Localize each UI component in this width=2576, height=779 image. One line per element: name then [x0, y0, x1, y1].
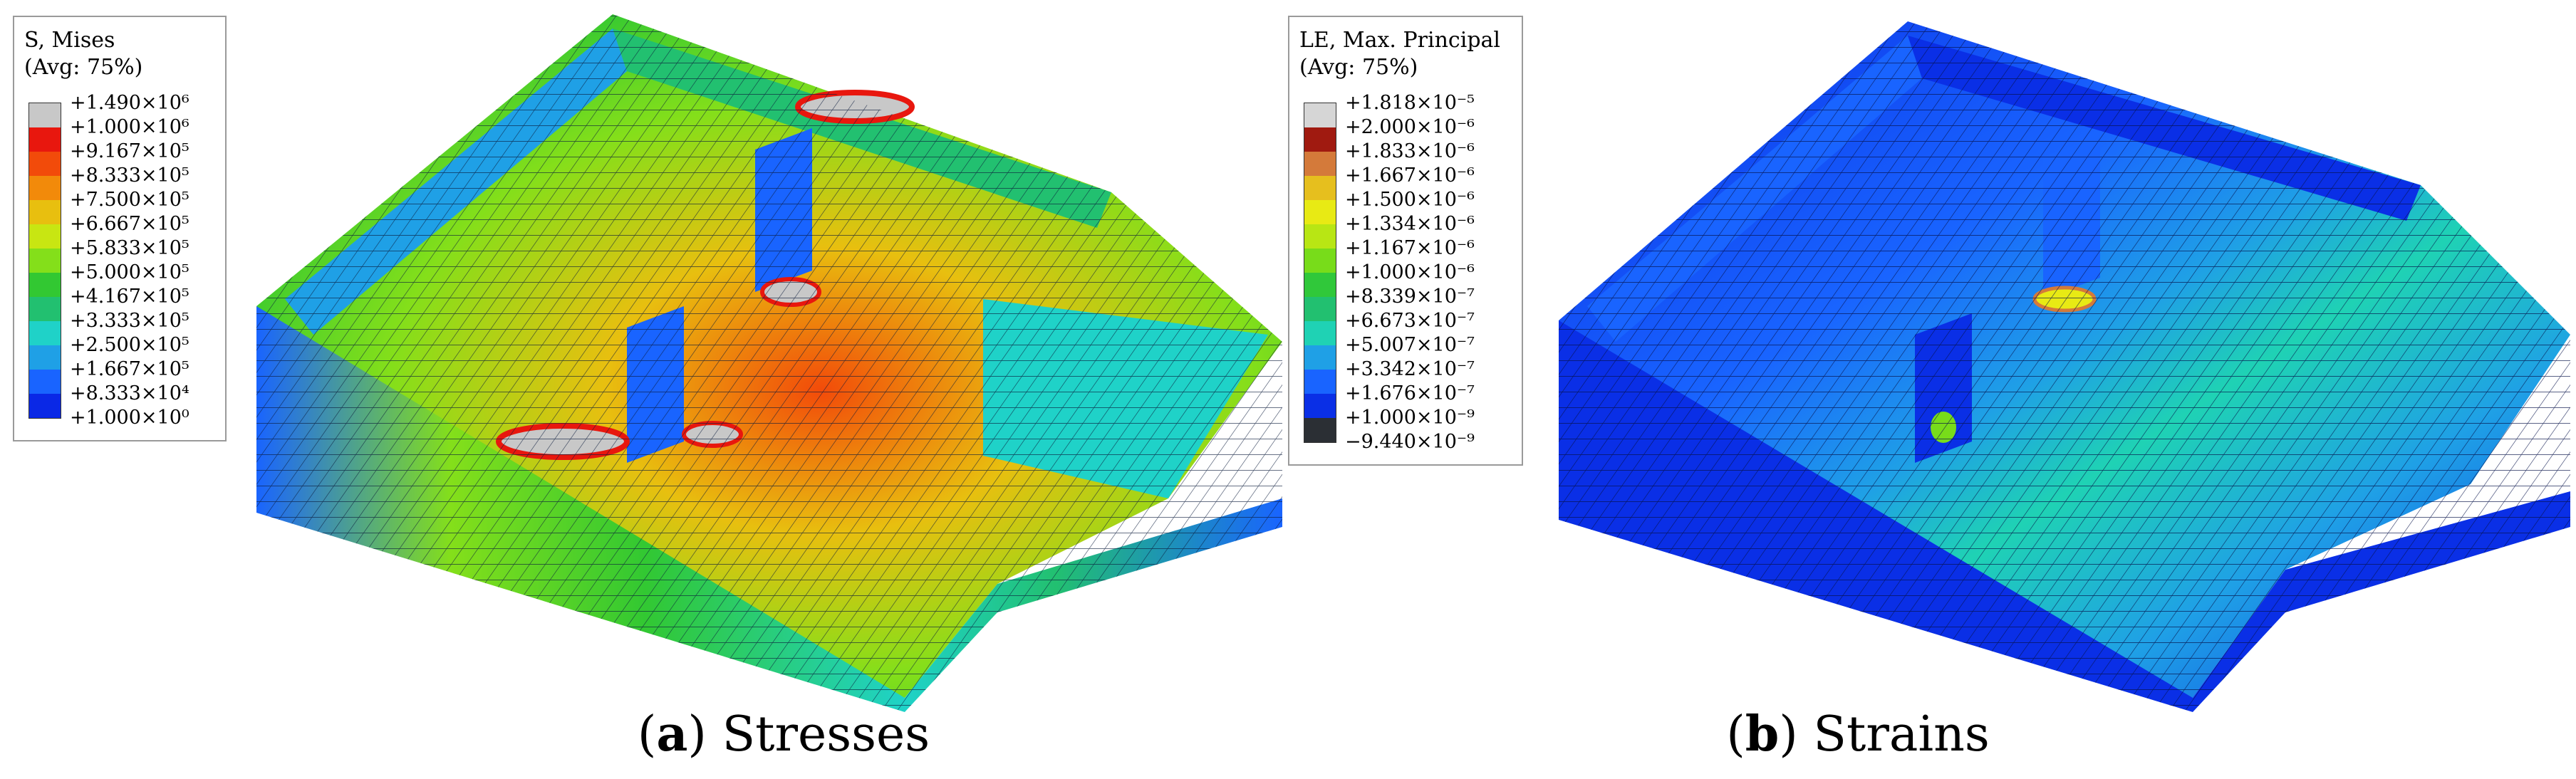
legend-swatch [1304, 394, 1336, 418]
legend-tick-label: +6.673×10⁻⁷ [1345, 310, 1475, 332]
legend-title: LE, Max. Principal [1299, 28, 1501, 53]
legend-swatch [1304, 127, 1336, 152]
legend-tick-label: +1.334×10⁻⁶ [1345, 213, 1475, 235]
legend-swatch [29, 200, 61, 224]
strain-contour-model [1559, 21, 2570, 712]
legend-swatch [1304, 273, 1336, 297]
legend-swatch [29, 321, 61, 345]
legend-color-bar [1304, 103, 1336, 443]
legend-swatch [29, 394, 61, 418]
legend-tick-label: +1.667×10⁵ [70, 358, 189, 380]
legend-tick-label: +1.667×10⁻⁶ [1345, 164, 1475, 187]
legend-tick-label: +1.167×10⁻⁶ [1345, 237, 1475, 259]
legend-swatch [29, 345, 61, 370]
legend-tick-label: +3.342×10⁻⁷ [1345, 358, 1475, 380]
legend-tick-label: +1.000×10⁻⁹ [1345, 407, 1475, 429]
legend-color-bar [28, 103, 61, 419]
legend-swatch [1304, 224, 1336, 249]
legend-title: S, Mises [24, 28, 115, 53]
panel-stresses: S, Mises (Avg: 75%) +1.490×10⁶ +1.000×10⁶… [13, 14, 1282, 763]
strain-legend: LE, Max. Principal (Avg: 75%) +1.818×10⁻… [1288, 16, 1523, 466]
legend-swatch [1304, 345, 1336, 370]
stress-contour-model [256, 14, 1282, 712]
legend-tick-label: +8.339×10⁻⁷ [1345, 286, 1475, 308]
legend-tick-label: +1.000×10⁻⁶ [1345, 261, 1475, 283]
legend-tick-label: −9.440×10⁻⁹ [1345, 431, 1475, 453]
legend-ticks: +1.490×10⁶ +1.000×10⁶ +9.167×10⁵ +8.333×10⁵… [70, 91, 212, 430]
legend-tick-label: +7.500×10⁵ [70, 189, 189, 211]
legend-tick-label: +6.667×10⁵ [70, 213, 189, 235]
legend-tick-label: +1.490×10⁶ [70, 92, 189, 114]
legend-swatch [1304, 418, 1336, 442]
legend-tick-label: +1.000×10⁰ [70, 407, 189, 429]
legend-swatch [1304, 321, 1336, 345]
legend-avg: (Avg: 75%) [1299, 55, 1418, 80]
legend-tick-label: +5.007×10⁻⁷ [1345, 334, 1475, 356]
legend-tick-label: +1.818×10⁻⁵ [1345, 92, 1475, 114]
stress-legend: S, Mises (Avg: 75%) +1.490×10⁶ +1.000×10⁶… [13, 16, 227, 441]
legend-swatch [29, 152, 61, 176]
legend-swatch [1304, 152, 1336, 176]
legend-swatch [29, 176, 61, 200]
legend-swatch [1304, 297, 1336, 321]
panel-strains: LE, Max. Principal (Avg: 75%) +1.818×10⁻… [1288, 0, 2576, 779]
legend-swatch [1304, 103, 1336, 127]
legend-tick-label: +1.676×10⁻⁷ [1345, 382, 1475, 404]
legend-swatch [1304, 249, 1336, 273]
legend-swatch [29, 224, 61, 249]
legend-tick-label: +8.333×10⁴ [70, 382, 189, 404]
legend-swatch [29, 273, 61, 297]
legend-swatch [1304, 370, 1336, 394]
legend-swatch [29, 249, 61, 273]
caption-strains: (b) Strains [1726, 706, 1990, 763]
legend-tick-label: +8.333×10⁵ [70, 164, 189, 187]
legend-swatch [29, 127, 61, 152]
legend-tick-label: +1.500×10⁻⁶ [1345, 189, 1475, 211]
legend-swatch [29, 103, 61, 127]
legend-tick-label: +1.833×10⁻⁶ [1345, 140, 1475, 162]
legend-tick-label: +4.167×10⁵ [70, 286, 189, 308]
legend-swatch [1304, 200, 1336, 224]
legend-avg: (Avg: 75%) [24, 55, 143, 80]
legend-tick-label: +2.500×10⁵ [70, 334, 189, 356]
legend-tick-label: +9.167×10⁵ [70, 140, 189, 162]
legend-tick-label: +2.000×10⁻⁶ [1345, 116, 1475, 138]
caption-stresses: (a) Stresses [637, 706, 930, 763]
legend-tick-label: +5.000×10⁵ [70, 261, 189, 283]
legend-ticks: +1.818×10⁻⁵ +2.000×10⁻⁶ +1.833×10⁻⁶ +1.667×… [1345, 91, 1509, 454]
legend-tick-label: +3.333×10⁵ [70, 310, 189, 332]
legend-tick-label: +1.000×10⁶ [70, 116, 189, 138]
legend-swatch [29, 297, 61, 321]
legend-tick-label: +5.833×10⁵ [70, 237, 189, 259]
legend-swatch [1304, 176, 1336, 200]
legend-swatch [29, 370, 61, 394]
